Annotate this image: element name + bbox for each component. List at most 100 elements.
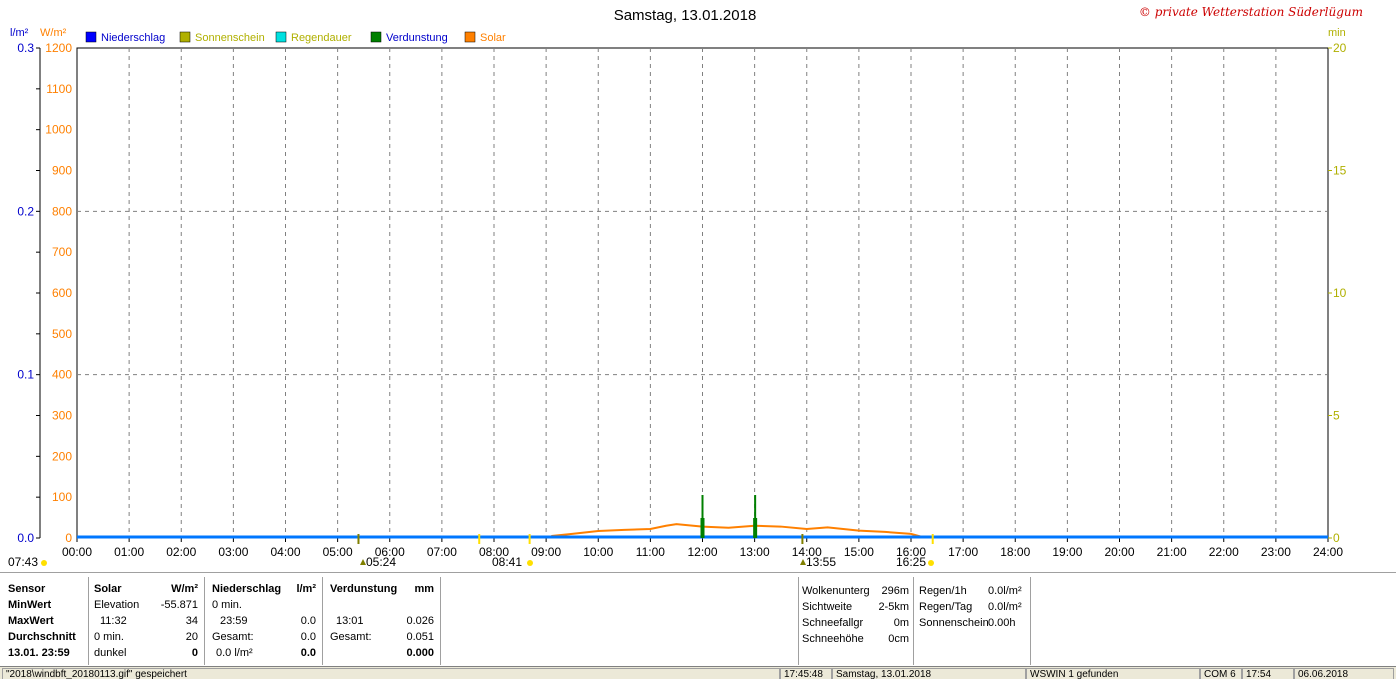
x-tick-label: 03:00: [218, 545, 248, 559]
legend-label: Niederschlag: [101, 32, 165, 44]
time-marker-label: 07:43: [8, 555, 38, 569]
rain-axis-unit: l/m²: [10, 27, 29, 39]
rain-tick-label: 0.0: [17, 531, 34, 545]
x-tick-label: 07:00: [427, 545, 457, 559]
solar-tick-label: 800: [52, 204, 72, 218]
status-date: Samstag, 13.01.2018: [832, 668, 1026, 679]
legend-label: Verdunstung: [386, 32, 448, 44]
stats-panel: Sensor MinWert MaxWert Durchschnitt 13.0…: [0, 572, 1396, 667]
clouds-label: Wolkenunterg: [802, 585, 870, 597]
legend-label: Solar: [480, 32, 506, 44]
grid: [76, 47, 1329, 539]
evap-value: 0.026: [406, 615, 434, 627]
clouds-label: Schneefallgr: [802, 617, 864, 629]
x-tick-label: 10:00: [583, 545, 613, 559]
min-tick-label: 5: [1333, 409, 1340, 423]
solar-value: 0: [191, 647, 198, 659]
solar-tick-label: 100: [52, 490, 72, 504]
clouds-column: Wolkenunterg 296m Sichtweite 2-5km Schne…: [798, 577, 914, 665]
solar-tick-label: 300: [52, 409, 72, 423]
x-tick-label: 08:00: [479, 545, 509, 559]
rain-unit: l/m²: [296, 583, 316, 595]
evap-label: 13:01: [336, 615, 364, 627]
evap-column: Verdunstung mm 13:01 0.026 Gesamt: 0.051…: [322, 577, 441, 665]
watermark: © private Wetterstation Süderlügum: [1139, 5, 1363, 19]
min-tick-label: 0: [1333, 531, 1340, 545]
solar-head: Solar: [94, 583, 122, 595]
x-tick-label: 21:00: [1157, 545, 1187, 559]
rain-label: Gesamt:: [212, 631, 254, 643]
x-tick-label: 04:00: [270, 545, 300, 559]
solar-tick-label: 700: [52, 245, 72, 259]
x-tick-label: 09:00: [531, 545, 561, 559]
evap-value: 0.051: [406, 631, 434, 643]
status-found: WSWIN 1 gefunden: [1026, 668, 1200, 679]
clouds-value: 2-5km: [878, 601, 909, 613]
tick-labels: 00:00 01:00 02:00 03:00 04:00 05:00 06:00 07:00…: [8, 27, 1347, 569]
rain-value: 0.0: [300, 647, 316, 659]
status-day: 06.06.2018: [1294, 668, 1394, 679]
x-tick-label: 20:00: [1104, 545, 1134, 559]
x-tick-label: 15:00: [844, 545, 874, 559]
rain-value: 0.0: [300, 631, 316, 643]
evap-unit: mm: [414, 583, 434, 595]
x-tick-label: 17:00: [948, 545, 978, 559]
legend-swatch: [275, 31, 287, 43]
x-tick-label: 13:00: [740, 545, 770, 559]
legend-label: Regendauer: [291, 32, 352, 44]
solar-tick-label: 1000: [45, 123, 72, 137]
x-tick-label: 00:00: [62, 545, 92, 559]
min-tick-label: 20: [1333, 41, 1347, 55]
evap-label: Gesamt:: [330, 631, 372, 643]
rain-label: 23:59: [220, 615, 248, 627]
sensor-row: 13.01. 23:59: [8, 647, 70, 659]
status-file: "2018\windbft_20180113.gif" gespeichert: [2, 668, 780, 679]
solar-tick-label: 0: [65, 531, 72, 545]
evap-bar-base: [700, 518, 705, 538]
x-tick-label: 24:00: [1313, 545, 1343, 559]
solar-tick-label: 1100: [46, 82, 72, 96]
legend: Niederschlag Sonnenschein Regendauer Verdun…: [85, 31, 506, 44]
solar-label: Elevation: [94, 599, 140, 611]
solar-unit: W/m²: [171, 583, 198, 595]
solar-tick-label: 200: [52, 449, 72, 463]
sensor-row: MaxWert: [8, 615, 54, 627]
solar-label: 0 min.: [94, 631, 124, 643]
sun-marker-dot: [928, 560, 934, 566]
x-tick-label: 16:00: [896, 545, 926, 559]
evap-bar-base: [753, 518, 758, 538]
sensor-column: Sensor MinWert MaxWert Durchschnitt 13.0…: [0, 577, 89, 665]
rainstats-column: Regen/1h 0.0l/m² Regen/Tag 0.0l/m² Sonne…: [912, 577, 1031, 665]
solar-column: Solar W/m² Elevation -55.871 11:32 34 0 …: [88, 577, 205, 665]
x-tick-label: 12:00: [687, 545, 717, 559]
solar-label: 11:32: [100, 615, 127, 627]
status-bar: "2018\windbft_20180113.gif" gespeichert …: [0, 666, 1396, 679]
moon-marker-icon: [800, 559, 806, 565]
chart-marks: [41, 495, 1328, 566]
rain-tick-label: 0.2: [17, 204, 34, 218]
sensor-row: Durchschnitt: [8, 631, 76, 643]
status-time: 17:45:48: [780, 668, 832, 679]
time-marker-label: 16:25: [896, 555, 926, 569]
rainstats-label: Sonnenschein: [919, 617, 989, 629]
solar-tick-label: 500: [52, 327, 72, 341]
rain-column: Niederschlag l/m² 0 min. 23:59 0.0 Gesam…: [204, 577, 323, 665]
rain-tick-label: 0.1: [17, 368, 34, 382]
solar-value: 34: [185, 615, 198, 627]
solar-tick-label: 1200: [45, 41, 72, 55]
rain-head: Niederschlag: [212, 583, 282, 595]
solar-tick-label: 600: [52, 286, 72, 300]
legend-swatch: [464, 31, 476, 43]
min-tick-label: 15: [1333, 164, 1347, 178]
solar-tick-label: 900: [52, 164, 72, 178]
legend-label: Sonnenschein: [195, 32, 265, 44]
solar-value: -55.871: [160, 599, 198, 611]
sensor-row: MinWert: [8, 599, 52, 611]
solar-value: 20: [185, 631, 198, 643]
rainstats-value: 0.0l/m²: [988, 585, 1022, 597]
rain-tick-label: 0.3: [17, 41, 34, 55]
sun-marker-dot: [527, 560, 533, 566]
solar-label: dunkel: [94, 647, 127, 659]
x-tick-label: 01:00: [114, 545, 144, 559]
x-tick-label: 11:00: [636, 545, 665, 559]
